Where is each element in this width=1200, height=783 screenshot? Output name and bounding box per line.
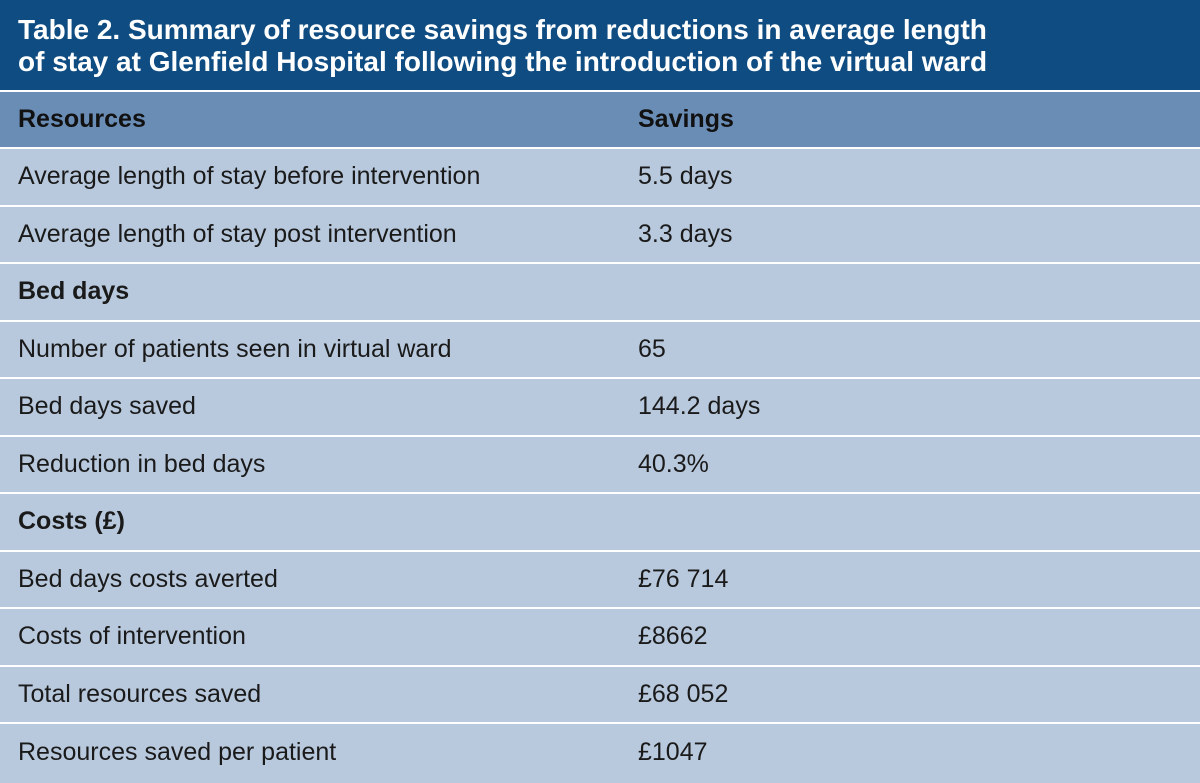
- table-title-line-1: Table 2. Summary of resource savings fro…: [18, 14, 987, 45]
- row-value: 3.3 days: [638, 219, 733, 248]
- section-label: Bed days: [18, 277, 130, 306]
- row-label: Average length of stay before interventi…: [18, 162, 481, 191]
- row-label: Reduction in bed days: [18, 449, 266, 478]
- table-title-line-2: of stay at Glenfield Hospital following …: [18, 46, 988, 77]
- row-label: Average length of stay post intervention: [18, 219, 457, 248]
- row-value: 65: [638, 334, 666, 363]
- row-label: Costs of intervention: [18, 622, 246, 651]
- table-row: Bed days costs averted £76 714: [0, 551, 1200, 609]
- row-value: £1047: [638, 738, 708, 767]
- table-row: Reduction in bed days 40.3%: [0, 436, 1200, 494]
- header-savings: Savings: [638, 105, 734, 133]
- table-row: Average length of stay before interventi…: [0, 149, 1200, 207]
- row-value: £68 052: [638, 679, 729, 708]
- row-value: £8662: [638, 622, 708, 651]
- row-label: Resources saved per patient: [18, 738, 337, 767]
- table-row: Bed days saved 144.2 days: [0, 379, 1200, 437]
- header-resources: Resources: [18, 105, 146, 133]
- table-row: Number of patients seen in virtual ward …: [0, 321, 1200, 379]
- table-row: Total resources saved £68 052: [0, 666, 1200, 724]
- row-label: Total resources saved: [18, 679, 262, 708]
- section-row-bed-days: Bed days: [0, 264, 1200, 322]
- row-label: Bed days saved: [18, 392, 196, 421]
- row-value: 40.3%: [638, 449, 709, 478]
- table-row: Costs of intervention £8662: [0, 609, 1200, 667]
- table-title: Table 2. Summary of resource savings fro…: [0, 0, 1200, 92]
- row-value: 144.2 days: [638, 392, 761, 421]
- row-label: Number of patients seen in virtual ward: [18, 334, 452, 363]
- table-header-row: Resources Savings: [0, 92, 1200, 149]
- section-row-costs: Costs (£): [0, 494, 1200, 552]
- row-label: Bed days costs averted: [18, 564, 278, 593]
- table-row: Resources saved per patient £1047: [0, 724, 1200, 782]
- section-label: Costs (£): [18, 507, 125, 536]
- table-row: Average length of stay post intervention…: [0, 206, 1200, 264]
- row-value: 5.5 days: [638, 162, 733, 191]
- row-value: £76 714: [638, 564, 729, 593]
